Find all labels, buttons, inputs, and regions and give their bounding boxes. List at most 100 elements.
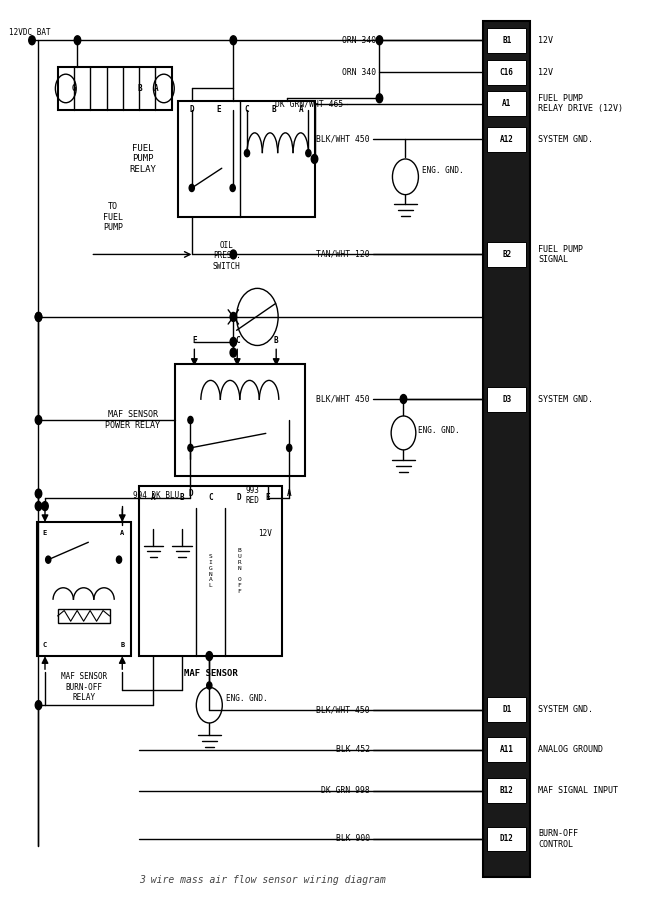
Text: A: A	[151, 493, 156, 502]
Text: MAF SENSOR
BURN-OFF
RELAY: MAF SENSOR BURN-OFF RELAY	[60, 672, 107, 702]
Text: B: B	[138, 84, 142, 93]
Text: E: E	[265, 493, 270, 502]
Bar	[487, 386, 526, 411]
Circle shape	[46, 556, 51, 563]
Circle shape	[35, 489, 42, 498]
Text: B: B	[271, 105, 276, 114]
Text: FUEL
PUMP
RELAY: FUEL PUMP RELAY	[129, 144, 156, 174]
Text: G: G	[71, 84, 76, 93]
Text: E: E	[192, 336, 196, 345]
Circle shape	[230, 338, 236, 347]
Text: B: B	[120, 642, 124, 648]
Text: E: E	[217, 105, 221, 114]
Circle shape	[230, 250, 236, 259]
Text: A: A	[299, 105, 303, 114]
Text: B: B	[179, 493, 184, 502]
Circle shape	[376, 93, 383, 102]
Text: C: C	[43, 642, 47, 648]
Text: ORN 340: ORN 340	[342, 36, 376, 45]
Circle shape	[230, 36, 236, 45]
Text: SYSTEM GND.: SYSTEM GND.	[538, 135, 593, 144]
Text: DK GRN/WHT 465: DK GRN/WHT 465	[276, 99, 344, 108]
Circle shape	[206, 652, 213, 661]
Text: BLK/WHT 450: BLK/WHT 450	[316, 705, 369, 714]
Bar	[487, 826, 526, 851]
Text: 3 wire mass air flow sensor wiring diagram: 3 wire mass air flow sensor wiring diagr…	[139, 875, 386, 885]
Circle shape	[287, 445, 291, 452]
Text: FUEL PUMP
RELAY DRIVE (12V): FUEL PUMP RELAY DRIVE (12V)	[538, 94, 623, 113]
Text: S
I
G
N
A
L: S I G N A L	[209, 554, 212, 588]
Text: A: A	[287, 489, 291, 498]
Text: A: A	[153, 84, 158, 93]
Text: D3: D3	[502, 394, 512, 403]
Text: TAN/WHT 120: TAN/WHT 120	[316, 250, 369, 259]
Circle shape	[376, 36, 383, 45]
Text: SYSTEM GND.: SYSTEM GND.	[538, 394, 593, 403]
Text: D: D	[188, 489, 193, 498]
Bar	[487, 779, 526, 804]
Text: FUEL PUMP
SIGNAL: FUEL PUMP SIGNAL	[538, 245, 583, 264]
Bar	[58, 609, 109, 622]
Circle shape	[35, 416, 42, 425]
Bar	[139, 487, 282, 656]
Text: DK GRN 998: DK GRN 998	[321, 787, 369, 796]
Circle shape	[230, 184, 235, 191]
Text: 12V: 12V	[538, 36, 553, 45]
Bar	[487, 242, 526, 267]
Circle shape	[35, 313, 42, 321]
Text: D12: D12	[500, 834, 514, 843]
Text: BURN-OFF
CONTROL: BURN-OFF CONTROL	[538, 829, 578, 849]
Text: 12VDC BAT: 12VDC BAT	[9, 28, 51, 37]
Text: D1: D1	[502, 705, 512, 714]
Circle shape	[311, 154, 318, 163]
Circle shape	[244, 150, 250, 157]
Bar	[483, 21, 530, 877]
Text: BLK 452: BLK 452	[335, 745, 369, 754]
Text: E: E	[43, 530, 47, 536]
Text: ORN 340: ORN 340	[342, 68, 376, 77]
Text: B: B	[274, 336, 278, 345]
Text: 993
RED: 993 RED	[246, 486, 260, 505]
Text: C: C	[208, 493, 213, 502]
Text: D: D	[237, 493, 242, 502]
Text: A1: A1	[502, 99, 512, 108]
Bar	[487, 28, 526, 53]
Circle shape	[35, 700, 42, 709]
Text: MAF SENSOR
POWER RELAY: MAF SENSOR POWER RELAY	[105, 410, 160, 430]
Text: 994 DK BLU: 994 DK BLU	[133, 491, 179, 500]
Circle shape	[230, 348, 236, 357]
Text: ENG. GND.: ENG. GND.	[422, 166, 463, 175]
Text: ANALOG GROUND: ANALOG GROUND	[538, 745, 603, 754]
Circle shape	[35, 502, 42, 511]
Text: B1: B1	[502, 36, 512, 45]
Text: BLK/WHT 450: BLK/WHT 450	[316, 394, 369, 403]
Text: A: A	[120, 530, 124, 536]
Circle shape	[42, 502, 48, 511]
Text: 12V: 12V	[538, 68, 553, 77]
Text: BLK/WHT 450: BLK/WHT 450	[316, 135, 369, 144]
Text: D: D	[189, 105, 194, 114]
Bar	[487, 737, 526, 762]
Text: A11: A11	[500, 745, 514, 754]
Circle shape	[29, 36, 35, 45]
Circle shape	[188, 445, 193, 452]
Bar	[487, 60, 526, 85]
Bar	[178, 101, 314, 217]
Text: B12: B12	[500, 787, 514, 796]
Text: C16: C16	[500, 68, 514, 77]
Text: SYSTEM GND.: SYSTEM GND.	[538, 705, 593, 714]
Text: MAF SIGNAL INPUT: MAF SIGNAL INPUT	[538, 787, 618, 796]
Circle shape	[306, 150, 311, 157]
Text: ENG. GND.: ENG. GND.	[225, 694, 267, 703]
Bar	[487, 127, 526, 152]
Bar	[175, 365, 305, 476]
Text: C: C	[244, 105, 249, 114]
Text: TO
FUEL
PUMP: TO FUEL PUMP	[103, 202, 123, 233]
Text: B2: B2	[502, 250, 512, 259]
Circle shape	[74, 36, 81, 45]
Circle shape	[230, 313, 236, 321]
Circle shape	[117, 556, 122, 563]
Bar	[58, 67, 172, 110]
Circle shape	[188, 417, 193, 424]
Text: ENG. GND.: ENG. GND.	[418, 426, 459, 435]
